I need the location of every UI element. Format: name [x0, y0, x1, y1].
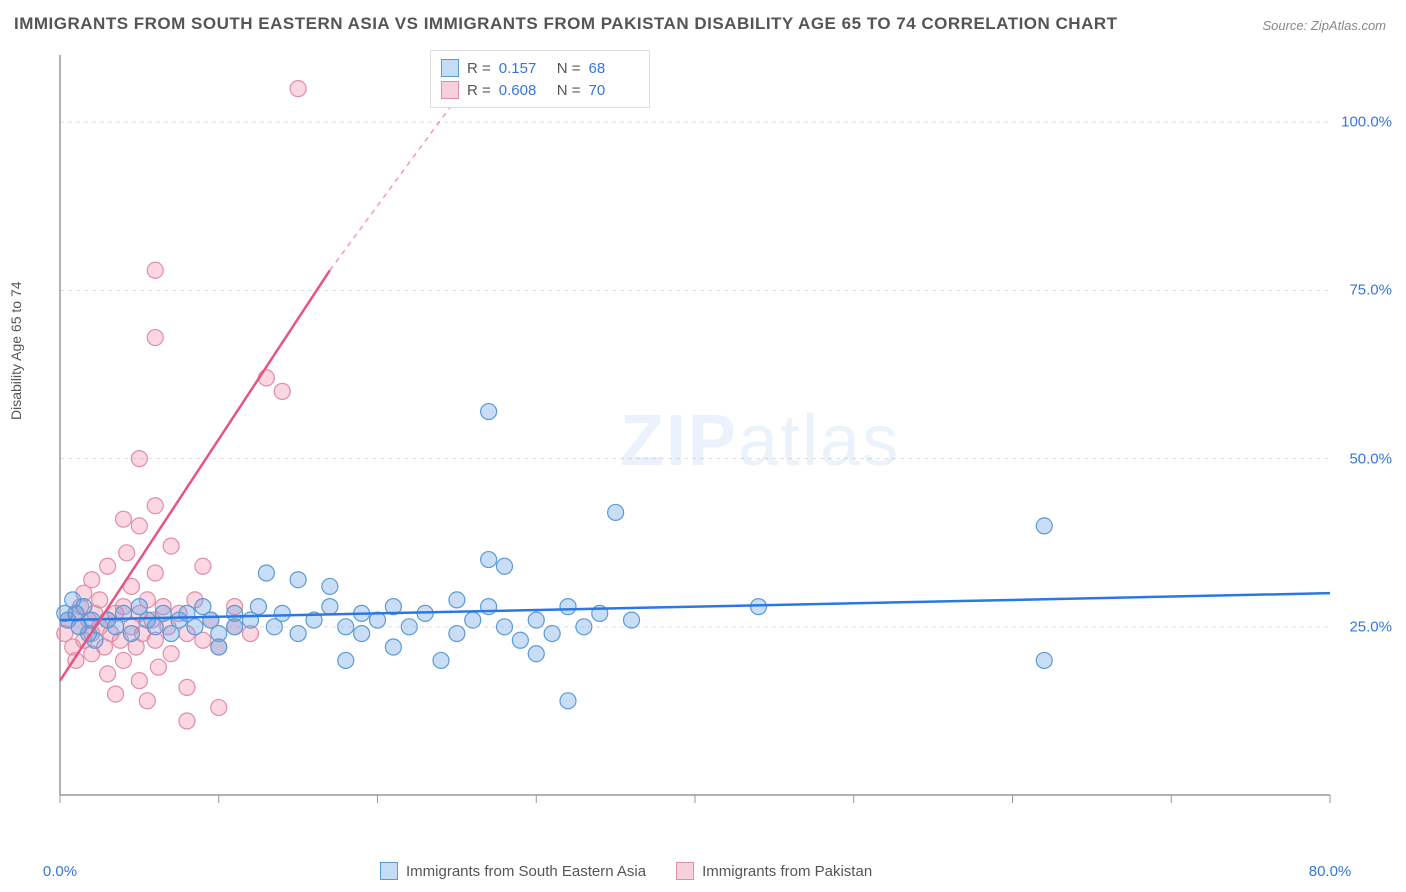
y-tick-label: 25.0%	[1349, 618, 1392, 635]
r-value-0: 0.157	[499, 60, 549, 77]
x-tick-label: 80.0%	[1309, 863, 1352, 880]
stats-legend: R = 0.157 N = 68 R = 0.608 N = 70	[430, 50, 650, 108]
bottom-legend: Immigrants from South Eastern Asia Immig…	[380, 862, 872, 880]
legend-item-0: Immigrants from South Eastern Asia	[380, 862, 646, 880]
legend-label-0: Immigrants from South Eastern Asia	[406, 863, 646, 880]
n-label: N =	[557, 60, 581, 77]
n-value-1: 70	[589, 82, 639, 99]
n-label: N =	[557, 82, 581, 99]
x-tick-label: 0.0%	[43, 863, 77, 880]
swatch-blue	[380, 862, 398, 880]
y-tick-label: 50.0%	[1349, 450, 1392, 467]
r-label: R =	[467, 60, 491, 77]
legend-item-1: Immigrants from Pakistan	[676, 862, 872, 880]
r-value-1: 0.608	[499, 82, 549, 99]
chart-area	[50, 45, 1390, 835]
y-axis-label: Disability Age 65 to 74	[8, 281, 24, 420]
swatch-blue	[441, 59, 459, 77]
y-tick-label: 75.0%	[1349, 282, 1392, 299]
stats-row-series-1: R = 0.608 N = 70	[441, 79, 639, 101]
swatch-pink	[441, 81, 459, 99]
swatch-pink	[676, 862, 694, 880]
r-label: R =	[467, 82, 491, 99]
y-tick-label: 100.0%	[1341, 114, 1392, 131]
scatter-plot-svg	[50, 45, 1390, 835]
legend-label-1: Immigrants from Pakistan	[702, 863, 872, 880]
n-value-0: 68	[589, 60, 639, 77]
chart-title: IMMIGRANTS FROM SOUTH EASTERN ASIA VS IM…	[14, 14, 1118, 34]
source-attribution: Source: ZipAtlas.com	[1262, 18, 1386, 33]
stats-row-series-0: R = 0.157 N = 68	[441, 57, 639, 79]
